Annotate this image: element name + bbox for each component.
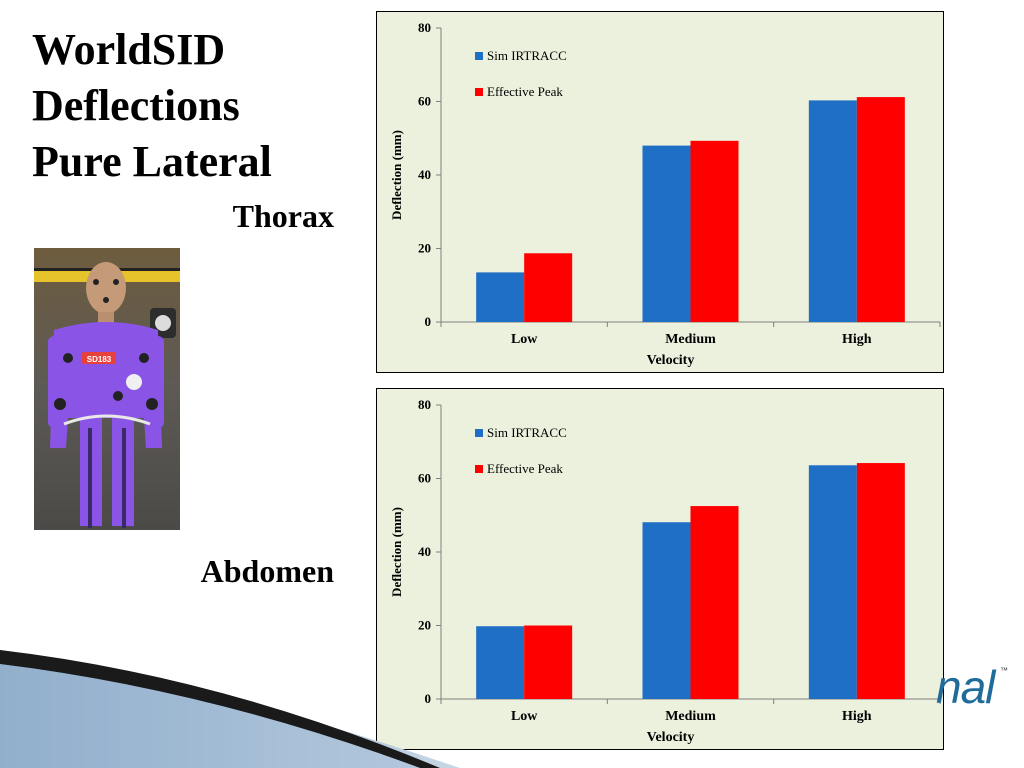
y-tick-label: 40 <box>418 167 431 182</box>
bar-high-sim-irtracc <box>808 465 857 699</box>
decorative-swoosh <box>0 650 460 768</box>
abdomen-chart-plot: 0 20 40 60 80 Low Medium High Velocity Deflection… <box>389 397 941 745</box>
y-tick-label: 0 <box>425 314 432 329</box>
x-tick-label: Low <box>511 332 538 347</box>
y-axis-title: Deflection (mm) <box>389 130 404 220</box>
x-axis-title: Velocity <box>647 730 695 745</box>
slide-title-line-2: Deflections <box>32 81 240 130</box>
abdomen-chart: 0 20 40 60 80 Low Medium High Velocity Deflection… <box>376 388 944 750</box>
legend-swatch-effective-peak <box>475 465 483 473</box>
x-tick-label: Medium <box>665 332 716 347</box>
bar-medium-effective-peak <box>690 506 739 699</box>
x-tick-label: Low <box>511 709 538 724</box>
bar-medium-effective-peak <box>690 140 739 322</box>
x-tick-label: High <box>842 332 872 347</box>
logo-text: nal <box>936 661 995 713</box>
thorax-chart: 0 20 40 60 80 Low Medium High Velocity Deflection… <box>376 11 944 373</box>
legend-text-sim-irtracc: Sim IRTRACC <box>487 48 567 63</box>
legend-text-effective-peak: Effective Peak <box>487 461 563 476</box>
x-axis-title: Velocity <box>647 353 695 368</box>
x-tick-label: High <box>842 709 872 724</box>
bar-low-sim-irtracc <box>476 626 525 699</box>
logo-trademark: ™ <box>1000 666 1008 675</box>
slide-title-line-1: WorldSID <box>32 25 226 74</box>
y-tick-label: 60 <box>418 471 431 486</box>
y-tick-label: 40 <box>418 544 431 559</box>
legend-swatch-effective-peak <box>475 88 483 96</box>
bar-low-effective-peak <box>524 253 573 322</box>
bar-high-effective-peak <box>856 463 905 699</box>
dummy-photo: SD183 <box>34 248 180 530</box>
thorax-chart-plot: 0 20 40 60 80 Low Medium High Velocity Deflection… <box>389 20 941 368</box>
bar-medium-sim-irtracc <box>642 145 691 322</box>
bar-high-sim-irtracc <box>808 100 857 323</box>
x-tick-label: Medium <box>665 709 716 724</box>
abdomen-label: Abdomen <box>200 553 334 589</box>
y-axis-title: Deflection (mm) <box>389 507 404 597</box>
y-tick-label: 80 <box>418 397 431 412</box>
bar-low-sim-irtracc <box>476 272 525 322</box>
legend-text-sim-irtracc: Sim IRTRACC <box>487 425 567 440</box>
y-tick-label: 80 <box>418 20 431 35</box>
legend-swatch-sim-irtracc <box>475 429 483 437</box>
bar-medium-sim-irtracc <box>642 522 691 699</box>
dummy-tag-label: SD183 <box>87 355 112 364</box>
thorax-label: Thorax <box>232 198 334 234</box>
y-tick-label: 60 <box>418 94 431 109</box>
bar-high-effective-peak <box>856 97 905 322</box>
bar-low-effective-peak <box>524 625 573 699</box>
y-tick-label: 20 <box>418 618 431 633</box>
legend-swatch-sim-irtracc <box>475 52 483 60</box>
crash-dummy-illustration: SD183 <box>34 262 180 528</box>
y-tick-label: 0 <box>425 691 432 706</box>
legend-text-effective-peak: Effective Peak <box>487 84 563 99</box>
slide-title: WorldSID Deflections Pure Lateral <box>32 22 362 190</box>
slide-title-line-3: Pure Lateral <box>32 137 272 186</box>
y-tick-label: 20 <box>418 241 431 256</box>
